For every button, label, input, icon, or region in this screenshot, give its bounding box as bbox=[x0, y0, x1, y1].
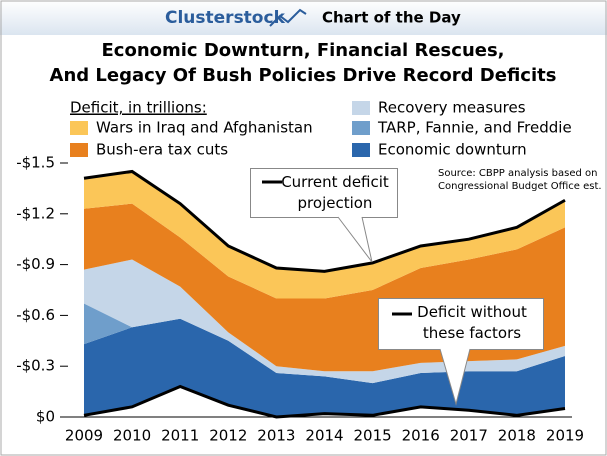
legend-label: Wars in Iraq and Afghanistan bbox=[96, 119, 313, 137]
x-tick-label: 2011 bbox=[161, 427, 199, 445]
x-tick-label: 2018 bbox=[498, 427, 536, 445]
y-tick-label: -$0.9 bbox=[16, 255, 55, 273]
x-tick-label: 2009 bbox=[65, 427, 103, 445]
legend-label: TARP, Fannie, and Freddie bbox=[377, 119, 572, 137]
chart-title: Economic Downturn, Financial Rescues, bbox=[101, 40, 504, 61]
legend-swatch bbox=[352, 143, 370, 157]
y-tick-label: -$1.2 bbox=[16, 204, 55, 222]
x-tick-label: 2015 bbox=[354, 427, 392, 445]
legend-label: Recovery measures bbox=[378, 99, 526, 117]
callout-total: Current deficit projection bbox=[250, 168, 398, 218]
legend-swatch bbox=[70, 143, 88, 157]
callout-text: Current deficit projection bbox=[281, 173, 389, 212]
x-tick-label: 2016 bbox=[402, 427, 440, 445]
area bbox=[84, 259, 565, 384]
callout-text: Deficit without these factors bbox=[417, 303, 527, 342]
legend-swatch bbox=[70, 121, 88, 135]
brand-icon bbox=[269, 8, 307, 27]
header-band bbox=[0, 0, 607, 35]
chart-title: And Legacy Of Bush Policies Drive Record… bbox=[50, 65, 557, 86]
y-tick-label: -$1.5 bbox=[16, 154, 55, 172]
tagline: Chart of the Day bbox=[322, 9, 461, 27]
total-outline bbox=[83, 169, 566, 273]
y-tick-label: $0 bbox=[36, 408, 55, 426]
callout-base: Deficit without these factors bbox=[378, 298, 544, 350]
legend-label: Bush-era tax cuts bbox=[96, 141, 228, 159]
x-tick-label: 2012 bbox=[209, 427, 247, 445]
legend-label: Economic downturn bbox=[378, 141, 527, 159]
legend-title: Deficit, in trillions: bbox=[70, 99, 207, 117]
legend-swatch bbox=[352, 121, 370, 135]
line bbox=[83, 384, 566, 419]
x-tick-label: 2013 bbox=[257, 427, 295, 445]
x-tick-label: 2019 bbox=[546, 427, 584, 445]
area bbox=[84, 171, 565, 299]
legend-swatch bbox=[352, 101, 370, 115]
x-tick-label: 2017 bbox=[450, 427, 488, 445]
y-tick-label: -$0.6 bbox=[16, 306, 55, 324]
y-tick-label: -$0.3 bbox=[16, 357, 55, 375]
x-tick-label: 2010 bbox=[113, 427, 151, 445]
brand: Clusterstock bbox=[165, 8, 286, 28]
x-tick-label: 2014 bbox=[305, 427, 343, 445]
source: Source: CBPP analysis based on Congressi… bbox=[438, 168, 602, 192]
